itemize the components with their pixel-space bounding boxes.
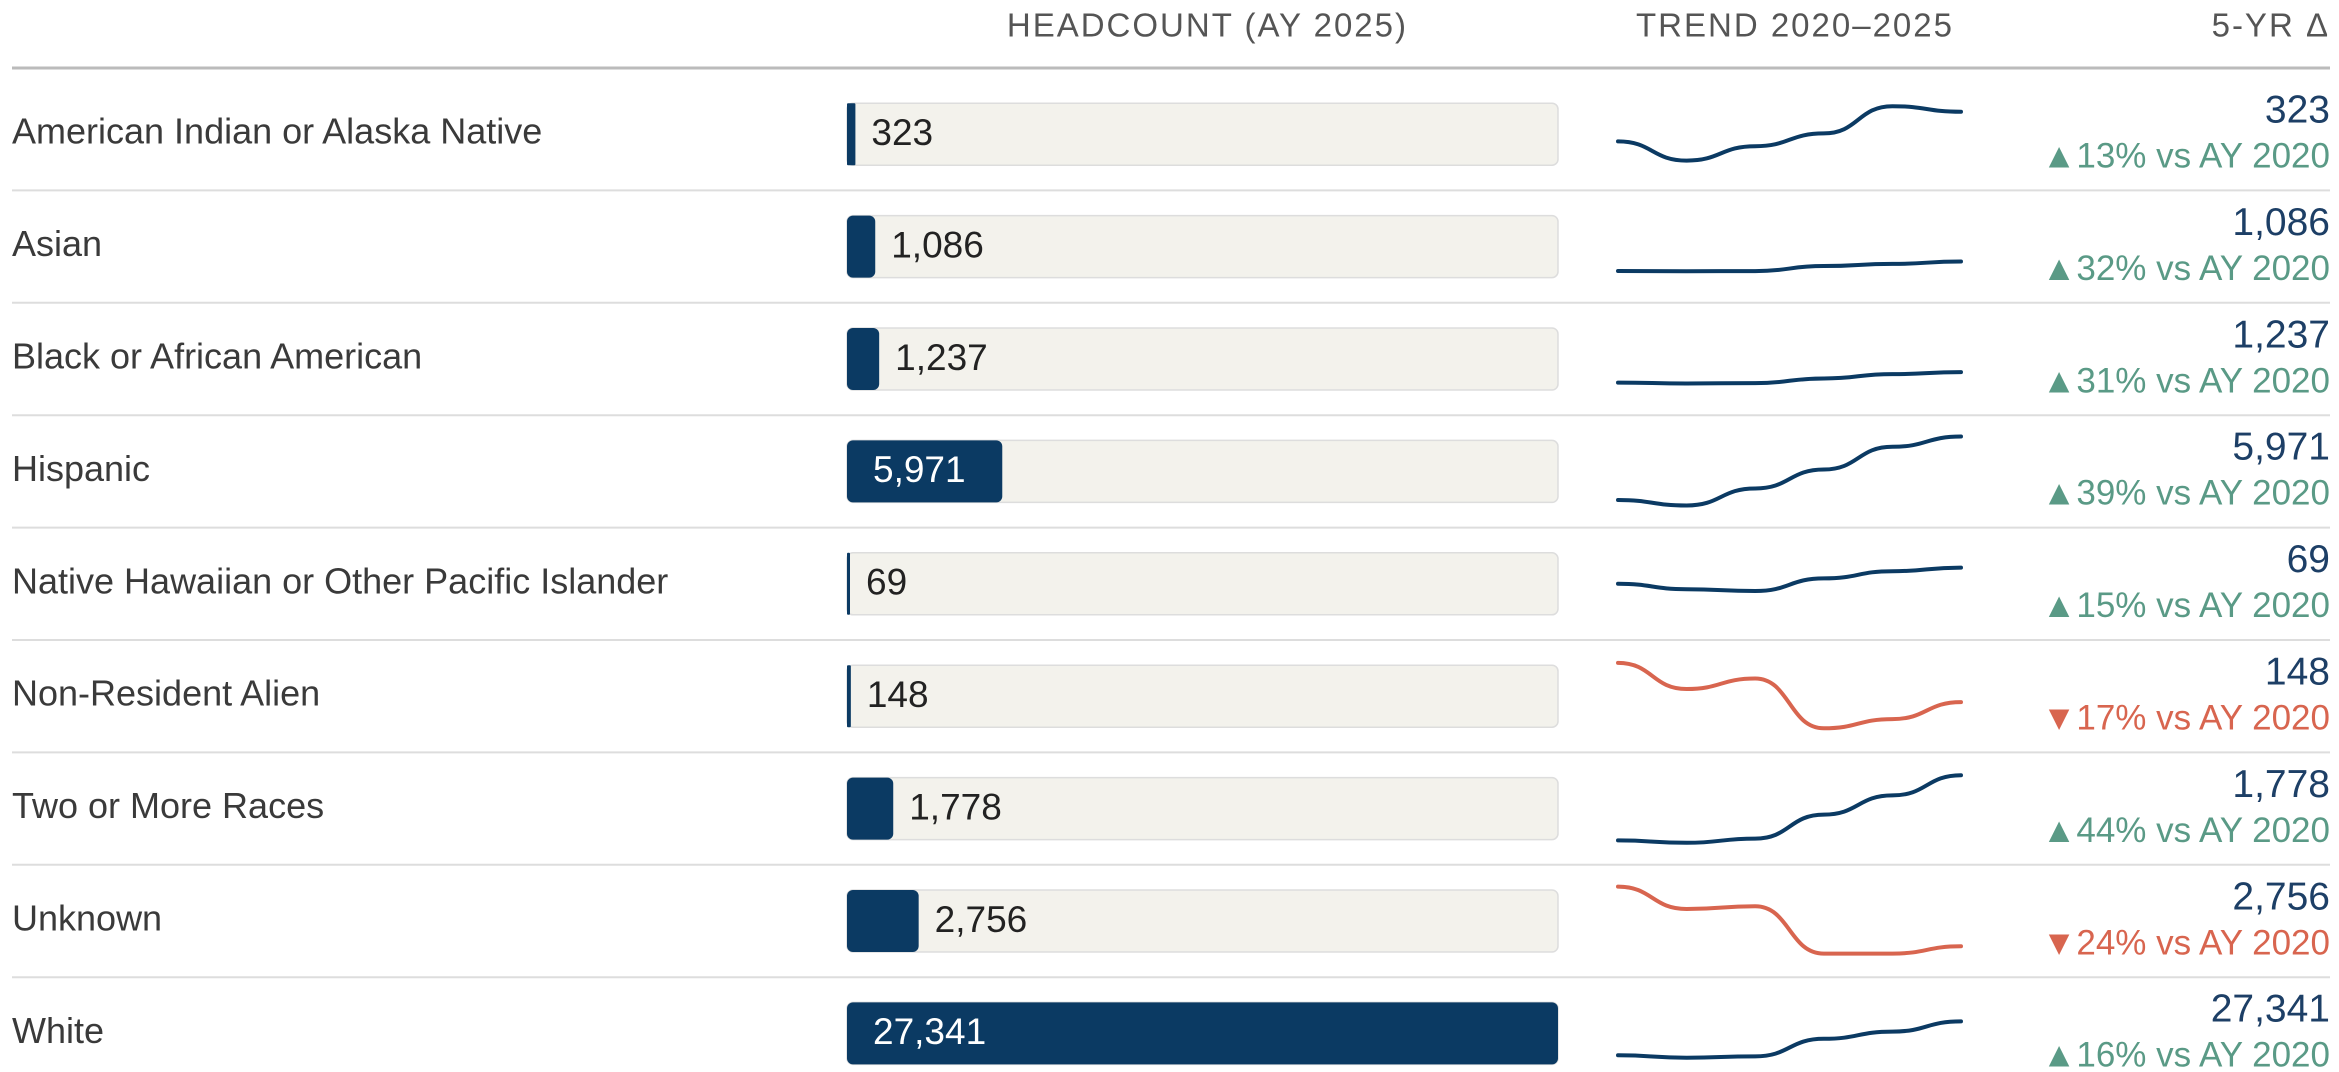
bar-label: 5,971 — [873, 449, 966, 490]
bar-label: 27,341 — [873, 1011, 986, 1052]
delta: ▲44% vs AY 2020 — [2042, 811, 2330, 850]
sparkline — [1616, 660, 1963, 731]
bar — [847, 440, 1003, 503]
value: 5,971 — [2232, 426, 2330, 469]
value: 1,237 — [2232, 313, 2330, 356]
delta: ▲32% vs AY 2020 — [2042, 249, 2330, 288]
row-label: Hispanic — [12, 448, 150, 489]
row-label: American Indian or Alaska Native — [12, 111, 542, 152]
bar — [847, 777, 894, 840]
delta: ▼24% vs AY 2020 — [2042, 923, 2330, 962]
row-label: White — [12, 1010, 104, 1051]
row-label: Unknown — [12, 898, 162, 939]
value: 27,341 — [2211, 988, 2330, 1031]
row-label: Native Hawaiian or Other Pacific Islande… — [12, 560, 668, 601]
sparkline — [1616, 434, 1963, 508]
bar — [847, 1002, 1558, 1065]
column-header: 5-YR Δ — [2212, 7, 2330, 44]
bar-track — [846, 664, 1559, 728]
delta: ▼17% vs AY 2020 — [2042, 698, 2330, 737]
bar — [847, 103, 856, 166]
column-header: TREND 2020–2025 — [1636, 7, 1954, 44]
value: 69 — [2287, 538, 2330, 581]
bar-track — [846, 552, 1559, 616]
bar-label: 1,237 — [895, 337, 988, 378]
bar — [847, 552, 850, 615]
sparkline — [1616, 1019, 1963, 1060]
row-label: Asian — [12, 223, 102, 264]
bar-label: 1,778 — [909, 786, 1002, 827]
delta: ▲39% vs AY 2020 — [2042, 474, 2330, 513]
bar — [847, 328, 880, 390]
delta: ▲15% vs AY 2020 — [2042, 586, 2330, 625]
sparkline — [1616, 565, 1963, 594]
delta: ▲13% vs AY 2020 — [2042, 136, 2330, 175]
sparkline — [1616, 104, 1963, 163]
bar — [847, 890, 919, 952]
column-header: HEADCOUNT (AY 2025) — [1007, 7, 1408, 44]
value: 323 — [2265, 88, 2330, 131]
bar-label: 69 — [866, 562, 907, 603]
row-label: Black or African American — [12, 336, 422, 377]
bar-label: 1,086 — [891, 224, 984, 265]
value: 2,756 — [2232, 875, 2330, 918]
bar-label: 148 — [867, 674, 929, 715]
row-label: Two or More Races — [12, 785, 324, 826]
sparkline — [1616, 370, 1963, 386]
value: 1,086 — [2232, 201, 2330, 244]
sparkline — [1616, 884, 1963, 956]
bar-track — [846, 102, 1559, 166]
bar-label: 323 — [871, 112, 933, 153]
bar — [847, 665, 851, 728]
delta: ▲31% vs AY 2020 — [2042, 361, 2330, 400]
delta: ▲16% vs AY 2020 — [2042, 1036, 2330, 1067]
bar — [847, 215, 876, 278]
sparkline — [1616, 259, 1963, 274]
value: 148 — [2265, 650, 2330, 693]
bar-label: 2,756 — [935, 899, 1028, 940]
row-label: Non-Resident Alien — [12, 673, 320, 714]
value: 1,778 — [2232, 763, 2330, 806]
sparkline — [1616, 773, 1963, 845]
